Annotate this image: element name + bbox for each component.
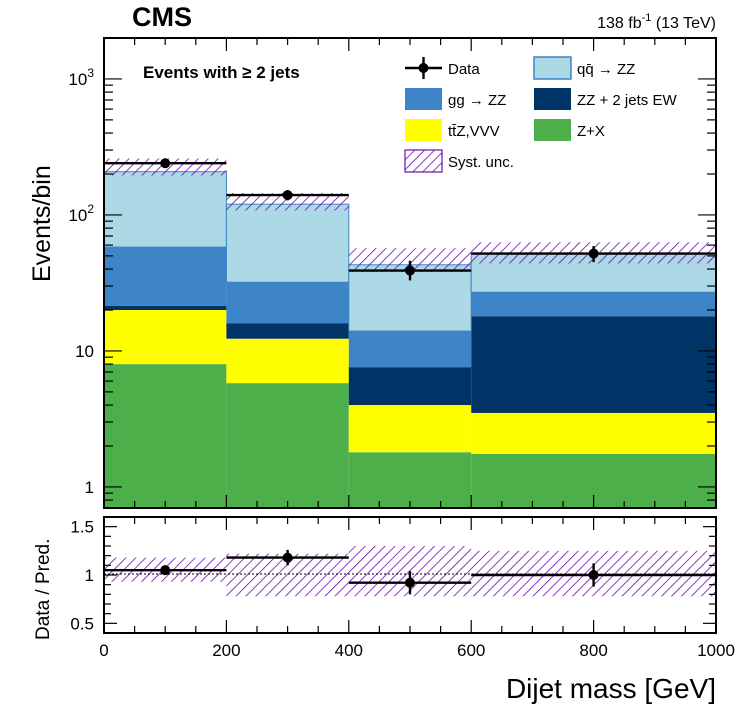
legend-swatch-zz-2-jets-ew <box>534 88 571 110</box>
ratio-tick-label-0.5: 0.5 <box>70 614 94 633</box>
lumi-energy: (13 TeV) <box>651 15 716 32</box>
y-tick-label-1: 1 <box>85 478 94 497</box>
syst-unc-bin-3 <box>348 248 472 273</box>
legend-swatch-tt-z-vvv <box>405 119 442 141</box>
ratio-point-3 <box>405 577 415 588</box>
bar-gg-zz-bin-1 <box>104 247 227 306</box>
legend-label-z-x: Z+X <box>577 123 605 140</box>
legend-label-zz-2-jets-ew: ZZ + 2 jets EW <box>577 92 677 109</box>
bar-tt-z-vvv-bin-2 <box>226 338 349 384</box>
cms-title: CMS <box>132 2 192 32</box>
y-tick-label-2: 10 <box>75 342 94 361</box>
legend-data-marker <box>418 63 429 73</box>
bar-z-x-bin-3 <box>348 452 472 508</box>
selection-label: Events with ≥ 2 jets <box>143 63 300 82</box>
ratio-tick-label-1: 1 <box>85 566 94 585</box>
ratio-y-axis-title: Data / Pred. <box>33 539 54 640</box>
ratio-point-2 <box>282 552 293 563</box>
lumi-exponent: -1 <box>642 12 652 24</box>
legend-label-qq-zz: qq̄ → ZZ <box>577 61 635 78</box>
legend-label-syst-unc: Syst. unc. <box>448 154 514 171</box>
data-point-3 <box>405 265 415 276</box>
legend-swatch-syst-unc <box>404 149 443 173</box>
x-tick-label-0: 0 <box>99 641 108 660</box>
y-axis-title: Events/bin <box>28 165 56 282</box>
legend: Data qq̄ → ZZ gg → ZZ ZZ + 2 jets EW tt̄Z,VV… <box>404 56 677 173</box>
legend-label-data: Data <box>448 61 480 78</box>
data-point-4 <box>588 248 599 259</box>
data-points <box>104 158 716 281</box>
bar-zz-2-jets-ew-bin-3 <box>348 367 472 406</box>
y-tick-label-4: 103 <box>68 66 94 89</box>
x-axis-title: Dijet mass [GeV] <box>506 673 716 704</box>
bar-qq-zz-bin-1 <box>104 171 227 248</box>
bar-tt-z-vvv-bin-1 <box>104 309 227 365</box>
ratio-points <box>104 549 716 595</box>
legend-swatch-z-x <box>534 119 571 141</box>
bar-zz-2-jets-ew-bin-2 <box>226 323 349 339</box>
x-tick-label-400: 400 <box>335 641 363 660</box>
ratio-point-4 <box>588 570 599 580</box>
bar-qq-zz-bin-2 <box>225 203 350 283</box>
data-point-2 <box>282 190 293 201</box>
lumi-label: 138 fb-1 (13 TeV) <box>597 12 716 32</box>
bar-tt-z-vvv-bin-3 <box>348 405 472 453</box>
legend-swatch-qq-zz <box>533 56 572 80</box>
bar-zz-2-jets-ew-bin-1 <box>104 305 227 310</box>
legend-swatch-gg-zz <box>405 88 442 110</box>
bar-z-x-bin-1 <box>104 364 227 508</box>
data-point-1 <box>160 158 171 169</box>
y-tick-label-3: 102 <box>68 202 94 225</box>
bar-gg-zz-bin-4 <box>471 292 716 317</box>
bar-z-x-bin-2 <box>226 383 349 508</box>
ratio-tick-label-1.5: 1.5 <box>70 518 94 537</box>
x-tick-label-800: 800 <box>579 641 607 660</box>
stacked-histogram <box>104 171 716 508</box>
lumi-value: 138 fb <box>597 15 642 32</box>
legend-label-gg-zz: gg → ZZ <box>448 92 506 109</box>
syst-unc-bin-2 <box>226 192 349 211</box>
legend-label-tt-z-vvv: tt̄Z,VVV <box>448 123 500 140</box>
bar-tt-z-vvv-bin-4 <box>471 412 716 454</box>
x-tick-label-1000: 1000 <box>697 641 735 660</box>
x-tick-label-600: 600 <box>457 641 485 660</box>
bar-zz-2-jets-ew-bin-4 <box>471 316 716 413</box>
ratio-point-1 <box>160 565 171 576</box>
x-tick-label-200: 200 <box>212 641 240 660</box>
bar-gg-zz-bin-3 <box>348 331 472 368</box>
axis-ticks: 0 200 400 600 800 1000 1 10 102 103 0.5 1 1.5 <box>68 37 735 660</box>
bar-gg-zz-bin-2 <box>226 282 349 324</box>
